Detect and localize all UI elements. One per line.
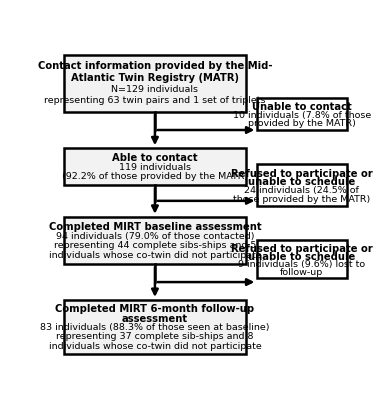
- Text: representing 44 complete sibs-ships and 5: representing 44 complete sibs-ships and …: [54, 242, 256, 250]
- Text: (92.2% of those provided by the MATR): (92.2% of those provided by the MATR): [62, 172, 248, 182]
- Text: Completed MIRT baseline assessment: Completed MIRT baseline assessment: [48, 222, 261, 232]
- Bar: [257, 240, 346, 278]
- Text: Able to contact: Able to contact: [112, 153, 198, 163]
- Bar: [257, 98, 346, 130]
- Text: Completed MIRT 6-month follow-up: Completed MIRT 6-month follow-up: [56, 304, 255, 314]
- Text: representing 63 twin pairs and 1 set of triplets: representing 63 twin pairs and 1 set of …: [44, 96, 265, 106]
- Text: 119 individuals: 119 individuals: [119, 163, 191, 172]
- Bar: [64, 300, 246, 354]
- Text: assessment: assessment: [122, 314, 188, 324]
- Text: representing 37 complete sib-ships and 8: representing 37 complete sib-ships and 8: [56, 332, 254, 341]
- Text: Refused to participate or: Refused to participate or: [231, 169, 373, 179]
- Text: provided by the MATR): provided by the MATR): [248, 119, 356, 128]
- Text: those provided by the MATR): those provided by the MATR): [233, 194, 371, 204]
- Text: 83 individuals (88.3% of those seen at baseline): 83 individuals (88.3% of those seen at b…: [40, 323, 270, 332]
- Text: 10 individuals (7.8% of those: 10 individuals (7.8% of those: [233, 111, 371, 120]
- Bar: [257, 164, 346, 206]
- Text: Atlantic Twin Registry (MATR): Atlantic Twin Registry (MATR): [71, 73, 239, 83]
- Bar: [64, 55, 246, 112]
- Text: unable to schedule: unable to schedule: [248, 252, 355, 262]
- Text: individuals whose co-twin did not participate: individuals whose co-twin did not partic…: [48, 342, 261, 351]
- Bar: [64, 217, 246, 264]
- Text: 9 individuals (9.6%) lost to: 9 individuals (9.6%) lost to: [239, 260, 366, 269]
- Text: individuals whose co-twin did not participate: individuals whose co-twin did not partic…: [48, 252, 261, 260]
- Text: 24 individuals (24.5% of: 24 individuals (24.5% of: [244, 186, 359, 195]
- Text: 94 individuals (79.0% of those contacted): 94 individuals (79.0% of those contacted…: [56, 232, 254, 240]
- Text: Refused to participate or: Refused to participate or: [231, 244, 373, 254]
- Text: N=129 individuals: N=129 individuals: [111, 85, 199, 94]
- Text: unable to schedule: unable to schedule: [248, 177, 355, 187]
- Text: follow-up: follow-up: [280, 268, 323, 277]
- Text: Unable to contact: Unable to contact: [252, 102, 352, 112]
- Text: Contact information provided by the Mid-: Contact information provided by the Mid-: [38, 61, 272, 71]
- Bar: [64, 148, 246, 185]
